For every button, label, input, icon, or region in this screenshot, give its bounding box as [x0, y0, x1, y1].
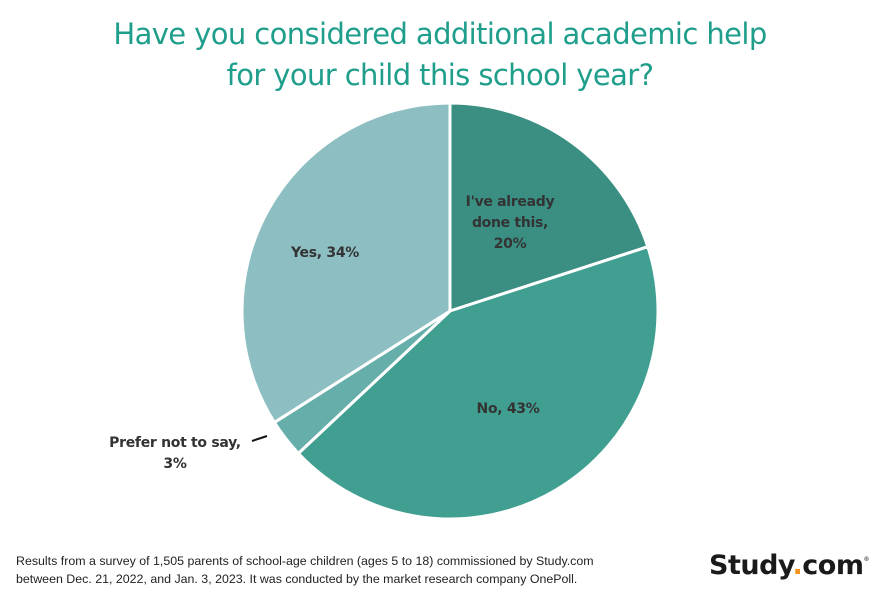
footnote-line-2: between Dec. 21, 2022, and Jan. 3, 2023.…: [16, 572, 578, 586]
slice-yes: [240, 101, 452, 424]
slice-label-already-line-1: I've already: [465, 194, 555, 210]
slice-label-no-text: No, 43%: [476, 401, 540, 417]
footnote-line-1: Results from a survey of 1,505 parents o…: [16, 554, 594, 568]
survey-footnote: Results from a survey of 1,505 parents o…: [16, 552, 594, 588]
chart-title-line-2: for your child this school year?: [226, 58, 654, 92]
logo-part-1: Study: [709, 550, 793, 581]
slice-label-yes: Yes, 34%: [275, 243, 375, 264]
slice-label-yes-text: Yes, 34%: [291, 245, 359, 261]
slice-label-prefer-not-to-say: Prefer not to say, 3%: [100, 433, 250, 475]
slice-label-already-line-2: done this,: [471, 215, 549, 231]
registered-trademark-icon: ®: [863, 556, 870, 563]
slice-label-already-done: I've already done this, 20%: [455, 192, 565, 255]
slice-label-already-line-3: 20%: [493, 236, 527, 252]
slice-label-prefer-line-2: 3%: [163, 456, 187, 472]
logo-orange-dot: .: [792, 550, 803, 581]
chart-title: Have you considered additional academic …: [0, 14, 880, 96]
prefer-not-to-say-leader-line: [251, 435, 268, 442]
slice-label-prefer-line-1: Prefer not to say,: [109, 435, 241, 451]
slice-no: [296, 245, 660, 521]
slice-already-done: [448, 101, 650, 313]
logo-part-2: com: [802, 550, 864, 581]
pie-slices: [240, 101, 660, 521]
study-com-logo: Study.com®: [709, 550, 869, 581]
chart-title-line-1: Have you considered additional academic …: [113, 17, 767, 51]
slice-label-no: No, 43%: [458, 399, 558, 420]
